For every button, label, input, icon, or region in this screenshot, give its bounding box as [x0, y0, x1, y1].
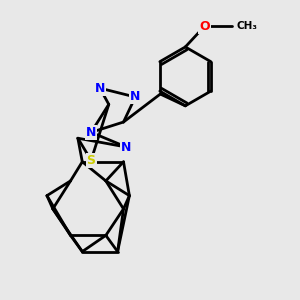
- Text: O: O: [199, 20, 210, 33]
- Text: S: S: [87, 154, 96, 167]
- Text: N: N: [121, 141, 132, 154]
- Text: N: N: [130, 91, 140, 103]
- Text: N: N: [95, 82, 105, 95]
- Text: N: N: [86, 126, 96, 139]
- Text: CH₃: CH₃: [237, 21, 258, 31]
